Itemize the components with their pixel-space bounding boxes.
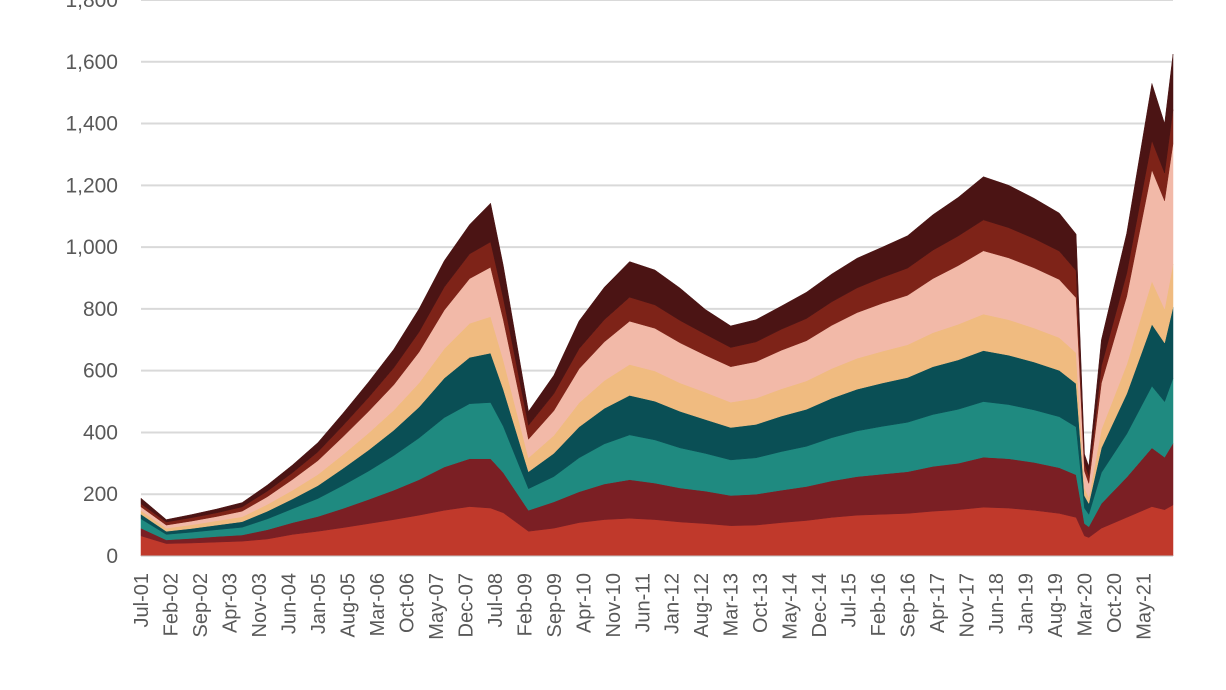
x-tick-label: Sep-09	[544, 573, 566, 638]
x-tick-label: Jan-19	[1016, 573, 1038, 634]
x-tick-label: Apr-17	[927, 573, 949, 633]
x-tick-label: Apr-03	[220, 573, 242, 633]
x-tick-label: May-07	[426, 573, 448, 640]
x-tick-label: May-14	[780, 573, 802, 640]
x-tick-label: Dec-14	[809, 573, 831, 637]
x-tick-label: Sep-16	[898, 573, 920, 638]
y-tick-label: 800	[83, 298, 118, 321]
y-axis-ticks: 0 200 400 600 800 1,000 1,200 1,400 1,600 1,800	[65, 0, 118, 568]
x-tick-label: Apr-10	[573, 573, 595, 633]
x-tick-label: Nov-03	[249, 573, 271, 637]
x-tick-label: Feb-16	[868, 573, 890, 636]
y-tick-label: 1,200	[65, 174, 118, 197]
x-tick-label: Nov-10	[603, 573, 625, 637]
y-tick-label: 0	[106, 545, 118, 568]
x-tick-label: Oct-20	[1104, 573, 1126, 633]
y-tick-label: 1,400	[65, 113, 118, 136]
y-tick-label: 1,800	[65, 0, 118, 12]
x-tick-label: Jun-18	[986, 573, 1008, 634]
area-series	[140, 54, 1174, 557]
x-tick-label: Dec-07	[455, 573, 477, 637]
x-tick-label: Jul-08	[485, 573, 507, 627]
x-tick-label: Jan-12	[662, 573, 684, 634]
x-tick-label: Jul-01	[131, 573, 153, 627]
x-tick-label: Jul-15	[839, 573, 861, 627]
x-tick-label: Mar-13	[721, 573, 743, 636]
x-tick-label: Sep-02	[190, 573, 212, 638]
x-axis-ticks: Jul-01 Feb-02 Sep-02 Apr-03 Nov-03 Jun-04 Jan-…	[131, 573, 1156, 640]
x-tick-label: Feb-02	[161, 573, 183, 636]
x-tick-label: Jun-11	[632, 573, 654, 633]
y-tick-label: 400	[83, 421, 118, 444]
y-tick-label: 600	[83, 360, 118, 383]
area-series-8	[140, 54, 1174, 523]
x-tick-label: Jan-05	[308, 573, 330, 634]
y-tick-label: 1,000	[65, 236, 118, 259]
x-tick-label: May-21	[1134, 573, 1156, 640]
x-tick-label: Aug-12	[691, 573, 713, 638]
y-tick-label: 200	[83, 483, 118, 506]
x-tick-label: Aug-05	[337, 573, 359, 638]
x-tick-label: Mar-20	[1075, 573, 1097, 636]
x-tick-label: Nov-17	[957, 573, 979, 637]
x-tick-label: Oct-06	[396, 573, 418, 633]
y-tick-label: 1,600	[65, 51, 118, 74]
x-tick-label: Aug-19	[1045, 573, 1067, 638]
x-tick-label: Mar-06	[367, 573, 389, 636]
x-tick-label: Oct-13	[750, 573, 772, 633]
x-tick-label: Jun-04	[278, 573, 300, 634]
x-tick-label: Feb-09	[514, 573, 536, 636]
